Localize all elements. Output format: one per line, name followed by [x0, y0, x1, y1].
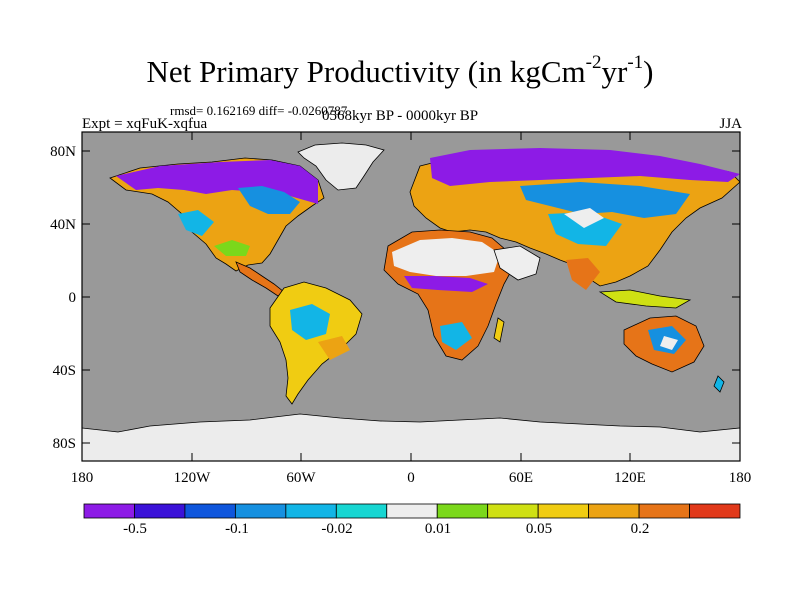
colorbar-swatch: [134, 503, 186, 519]
chart-title: Net Primary Productivity (in kgCm-2yr-1): [146, 52, 654, 89]
colorbar-swatch: [234, 503, 287, 519]
africa-cyan: [440, 322, 472, 350]
colorbar-swatch: [335, 503, 388, 519]
colorbar-swatch: [588, 503, 640, 519]
lat-tick-label: 0: [68, 290, 77, 306]
map-panel: [81, 131, 741, 462]
india-orange: [566, 258, 600, 290]
tibet-white: [564, 208, 604, 228]
colorbar-swatch: [83, 503, 135, 519]
colorbar-label: -0.1: [225, 521, 249, 537]
colorbar-swatch: [487, 503, 539, 519]
experiment-label: Expt = xqFuK-xqfua: [82, 116, 208, 132]
colorbar-swatch: [184, 503, 236, 519]
colorbar-swatch: [689, 503, 741, 519]
greenland: [297, 142, 385, 191]
lon-tick-label: 0: [407, 470, 415, 486]
sa-orange-patch: [318, 336, 350, 360]
na-blue-patch: [238, 186, 300, 214]
indonesia: [598, 289, 692, 309]
sa-cyan-patch: [290, 304, 330, 340]
colorbar-label: -0.02: [321, 521, 353, 537]
lon-tick-label: 180: [728, 470, 752, 486]
colorbar-swatch: [638, 503, 690, 519]
antarctica: [81, 413, 741, 462]
lon-tick-label: 120W: [173, 470, 211, 486]
colorbar-swatch: [386, 503, 438, 519]
colorbar-label: 0.05: [525, 521, 553, 537]
eurasia-arctic-decline: [430, 148, 740, 186]
madagascar: [493, 317, 505, 343]
lat-tick-label: 80S: [52, 436, 76, 452]
lat-tick-label: 40N: [50, 217, 76, 233]
lon-tick-label: 60W: [286, 470, 316, 486]
lon-tick-label: 180: [70, 470, 94, 486]
lon-tick-label: 120E: [614, 470, 646, 486]
period-label: 0568kyr BP - 0000kyr BP: [322, 108, 479, 124]
season-label: JJA: [719, 116, 742, 132]
lat-tick-label: 40S: [52, 363, 76, 379]
na-cyan-patch: [178, 210, 214, 236]
stats-label: rmsd= 0.162169 diff= -0.0260787: [170, 103, 348, 118]
colorbar-swatch: [436, 503, 489, 519]
central-asia-cyan: [548, 212, 622, 246]
sahel-purple: [404, 276, 488, 292]
colorbar-swatch: [537, 503, 590, 519]
siberia-blue: [520, 182, 690, 218]
australia-white: [660, 336, 678, 350]
colorbar-label: 0.01: [424, 521, 452, 537]
colorbar-label: -0.5: [123, 521, 147, 537]
lat-ticks: [82, 150, 740, 444]
colorbar-swatch: [285, 503, 337, 519]
colorbar: [83, 503, 741, 519]
lat-tick-label: 80N: [50, 144, 76, 160]
lon-ticks: [81, 132, 741, 461]
sahara-white: [392, 238, 500, 276]
colorbar-label: 0.2: [630, 521, 650, 537]
na-green-patch: [214, 240, 250, 256]
lon-tick-label: 60E: [508, 470, 534, 486]
new-zealand: [713, 375, 725, 393]
arabia: [493, 245, 541, 281]
